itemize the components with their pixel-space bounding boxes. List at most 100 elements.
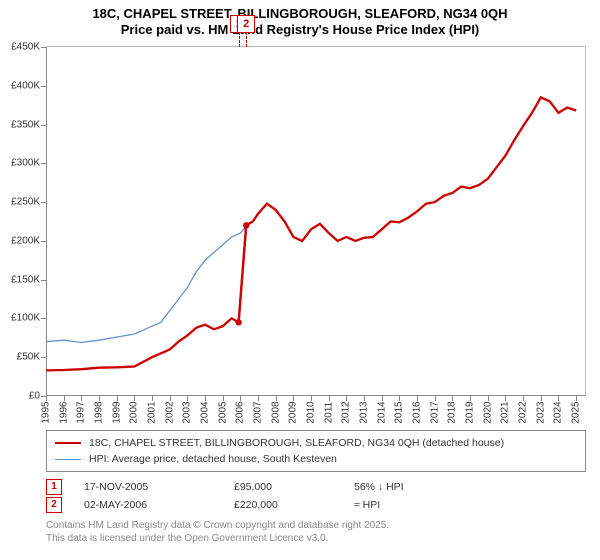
x-tick-label: 2021 [500, 398, 511, 428]
x-tick-label: 2012 [341, 398, 352, 428]
x-tick-label: 2013 [359, 398, 370, 428]
x-tick-label: 2001 [147, 398, 158, 428]
x-tick-label: 2015 [394, 398, 405, 428]
sale-point-dot [243, 222, 249, 228]
y-tick-label: £250K [0, 197, 40, 208]
y-tick-mark [41, 357, 46, 358]
x-tick-mark [205, 396, 206, 401]
x-tick-label: 1996 [58, 398, 69, 428]
x-tick-mark [99, 396, 100, 401]
event-date-1: 17-NOV-2005 [84, 481, 234, 493]
x-tick-mark [223, 396, 224, 401]
x-tick-mark [329, 396, 330, 401]
x-tick-mark [46, 396, 47, 401]
x-tick-mark [117, 396, 118, 401]
x-tick-mark [558, 396, 559, 401]
x-tick-mark [541, 396, 542, 401]
x-tick-mark [505, 396, 506, 401]
x-tick-label: 2005 [217, 398, 228, 428]
x-tick-mark [417, 396, 418, 401]
x-tick-label: 2008 [270, 398, 281, 428]
event-row-1: 1 17-NOV-2005 £95,000 56% ↓ HPI [46, 478, 586, 496]
x-tick-label: 2022 [518, 398, 529, 428]
event-hpi-1: 56% ↓ HPI [354, 481, 586, 493]
x-tick-mark [276, 396, 277, 401]
x-tick-mark [452, 396, 453, 401]
attribution-line2: This data is licensed under the Open Gov… [46, 533, 328, 544]
x-tick-mark [170, 396, 171, 401]
chart-title: 18C, CHAPEL STREET, BILLINGBOROUGH, SLEA… [0, 0, 600, 39]
y-tick-mark [41, 280, 46, 281]
x-tick-mark [382, 396, 383, 401]
x-tick-mark [64, 396, 65, 401]
legend-swatch-a [55, 442, 81, 444]
x-tick-label: 2016 [412, 398, 423, 428]
event-price-1: £95,000 [234, 481, 354, 493]
x-tick-label: 2009 [288, 398, 299, 428]
plot-area: £0£50K£100K£150K£200K£250K£300K£350K£400… [46, 46, 586, 396]
x-tick-mark [488, 396, 489, 401]
x-tick-label: 2017 [429, 398, 440, 428]
x-tick-mark [258, 396, 259, 401]
sale-connector-line [239, 225, 247, 322]
x-tick-mark [81, 396, 82, 401]
title-line2: Price paid vs. HM Land Registry's House … [121, 22, 480, 37]
x-tick-mark [240, 396, 241, 401]
x-tick-label: 2007 [253, 398, 264, 428]
x-tick-label: 2014 [376, 398, 387, 428]
legend-area: 18C, CHAPEL STREET, BILLINGBOROUGH, SLEA… [46, 430, 586, 545]
title-line1: 18C, CHAPEL STREET, BILLINGBOROUGH, SLEA… [92, 6, 507, 21]
x-tick-label: 2025 [571, 398, 582, 428]
chart-lines [46, 47, 585, 396]
x-tick-mark [152, 396, 153, 401]
y-tick-label: £200K [0, 235, 40, 246]
event-hpi-2: ≈ HPI [354, 499, 586, 511]
x-tick-label: 1997 [76, 398, 87, 428]
legend-row-series-a: 18C, CHAPEL STREET, BILLINGBOROUGH, SLEA… [55, 435, 577, 451]
attribution: Contains HM Land Registry data © Crown c… [46, 520, 586, 545]
x-tick-label: 1998 [94, 398, 105, 428]
x-tick-label: 2004 [200, 398, 211, 428]
chart-container: 18C, CHAPEL STREET, BILLINGBOROUGH, SLEA… [0, 0, 600, 560]
y-tick-label: £400K [0, 80, 40, 91]
x-tick-label: 2019 [465, 398, 476, 428]
legend-swatch-b [55, 459, 81, 460]
x-tick-mark [346, 396, 347, 401]
attribution-line1: Contains HM Land Registry data © Crown c… [46, 520, 389, 531]
x-tick-mark [470, 396, 471, 401]
x-tick-mark [523, 396, 524, 401]
x-tick-mark [311, 396, 312, 401]
event-marker-2: 2 [46, 497, 62, 513]
x-tick-mark [364, 396, 365, 401]
y-tick-mark [41, 86, 46, 87]
y-tick-mark [41, 241, 46, 242]
y-tick-label: £50K [0, 352, 40, 363]
legend-row-series-b: HPI: Average price, detached house, Sout… [55, 451, 577, 467]
y-tick-label: £0 [0, 391, 40, 402]
y-tick-label: £100K [0, 313, 40, 324]
x-tick-label: 1999 [111, 398, 122, 428]
x-tick-mark [435, 396, 436, 401]
y-tick-label: £450K [0, 42, 40, 53]
x-tick-label: 2002 [164, 398, 175, 428]
x-tick-mark [187, 396, 188, 401]
x-tick-mark [576, 396, 577, 401]
event-row-2: 2 02-MAY-2006 £220,000 ≈ HPI [46, 496, 586, 514]
x-tick-label: 2006 [235, 398, 246, 428]
x-tick-label: 2010 [306, 398, 317, 428]
x-tick-label: 2011 [323, 398, 334, 428]
y-tick-label: £150K [0, 274, 40, 285]
x-tick-mark [399, 396, 400, 401]
legend-box: 18C, CHAPEL STREET, BILLINGBOROUGH, SLEA… [46, 430, 586, 472]
hpi-line [46, 227, 246, 343]
legend-label-a: 18C, CHAPEL STREET, BILLINGBOROUGH, SLEA… [89, 437, 504, 449]
y-tick-mark [41, 47, 46, 48]
x-tick-label: 2020 [482, 398, 493, 428]
y-tick-mark [41, 163, 46, 164]
sale-point-dot [235, 319, 241, 325]
y-tick-label: £350K [0, 119, 40, 130]
event-marker-1: 1 [46, 479, 62, 495]
x-tick-mark [134, 396, 135, 401]
y-tick-mark [41, 202, 46, 203]
x-tick-label: 2024 [553, 398, 564, 428]
